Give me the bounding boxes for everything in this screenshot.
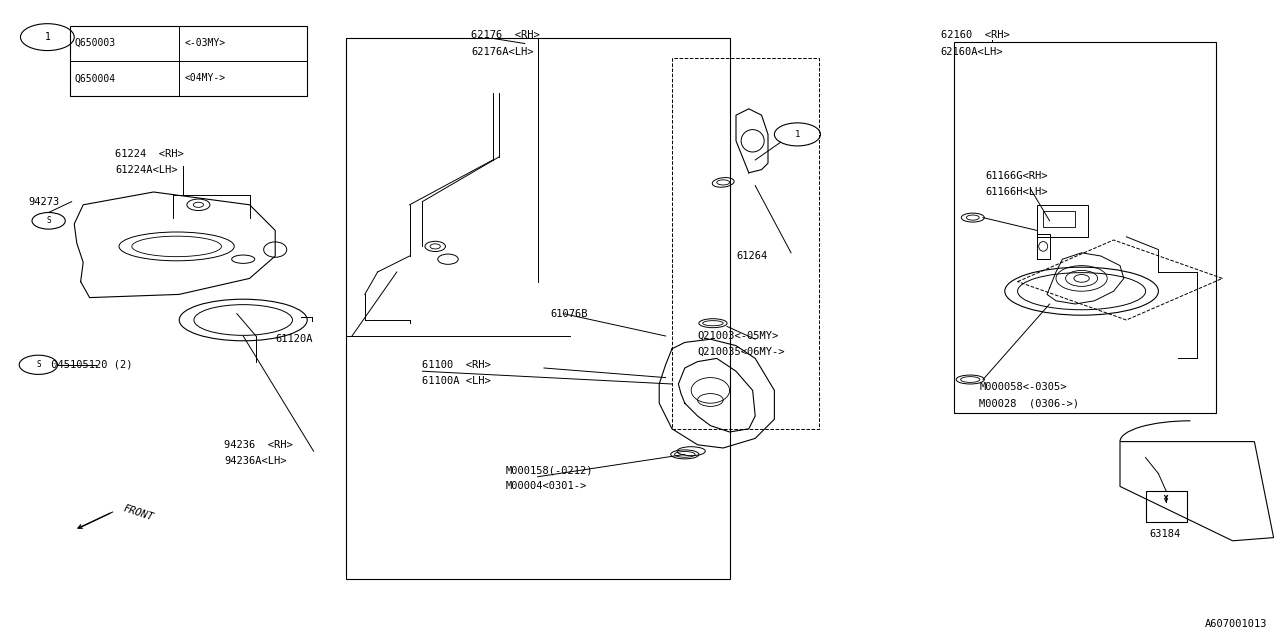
Text: 61166H<LH>: 61166H<LH> xyxy=(986,187,1048,197)
Text: M00028  (0306->): M00028 (0306->) xyxy=(979,398,1079,408)
Text: <04MY->: <04MY-> xyxy=(184,74,225,83)
Text: Q650004: Q650004 xyxy=(74,74,115,83)
Bar xyxy=(346,38,730,579)
Text: 61224A<LH>: 61224A<LH> xyxy=(115,164,178,175)
Text: 61100  <RH>: 61100 <RH> xyxy=(422,360,492,370)
Bar xyxy=(1037,205,1088,237)
Text: Q21003<-05MY>: Q21003<-05MY> xyxy=(698,331,778,341)
Text: M00004<0301->: M00004<0301-> xyxy=(506,481,586,492)
Bar xyxy=(1043,211,1075,227)
Text: 94273: 94273 xyxy=(28,196,59,207)
Bar xyxy=(954,42,1216,413)
Text: 62160  <RH>: 62160 <RH> xyxy=(941,30,1010,40)
Text: S: S xyxy=(46,216,51,225)
Text: <-03MY>: <-03MY> xyxy=(184,38,225,48)
Text: 62176A<LH>: 62176A<LH> xyxy=(471,47,534,58)
Text: M000058<-0305>: M000058<-0305> xyxy=(979,382,1066,392)
Text: Q210035<06MY->: Q210035<06MY-> xyxy=(698,347,785,357)
Text: 61224  <RH>: 61224 <RH> xyxy=(115,148,184,159)
Text: 94236  <RH>: 94236 <RH> xyxy=(224,440,293,450)
Bar xyxy=(672,58,819,429)
Text: 1: 1 xyxy=(45,32,50,42)
Text: 62176  <RH>: 62176 <RH> xyxy=(471,30,540,40)
Bar xyxy=(70,26,307,96)
Text: 61076B: 61076B xyxy=(550,308,588,319)
Text: 63184: 63184 xyxy=(1149,529,1180,540)
Bar xyxy=(1146,491,1187,522)
Text: S: S xyxy=(36,360,41,369)
Text: 045105120 (2): 045105120 (2) xyxy=(45,360,132,370)
Text: M000158(-0212): M000158(-0212) xyxy=(506,465,593,476)
Text: 61100A <LH>: 61100A <LH> xyxy=(422,376,492,386)
Text: FRONT: FRONT xyxy=(122,504,155,523)
Text: 61166G<RH>: 61166G<RH> xyxy=(986,171,1048,181)
Text: 61120A: 61120A xyxy=(275,334,312,344)
Text: 62160A<LH>: 62160A<LH> xyxy=(941,47,1004,58)
Text: A607001013: A607001013 xyxy=(1204,619,1267,629)
Text: Q650003: Q650003 xyxy=(74,38,115,48)
Text: 61264: 61264 xyxy=(736,251,767,261)
Text: 1: 1 xyxy=(795,130,800,139)
Text: 94236A<LH>: 94236A<LH> xyxy=(224,456,287,466)
